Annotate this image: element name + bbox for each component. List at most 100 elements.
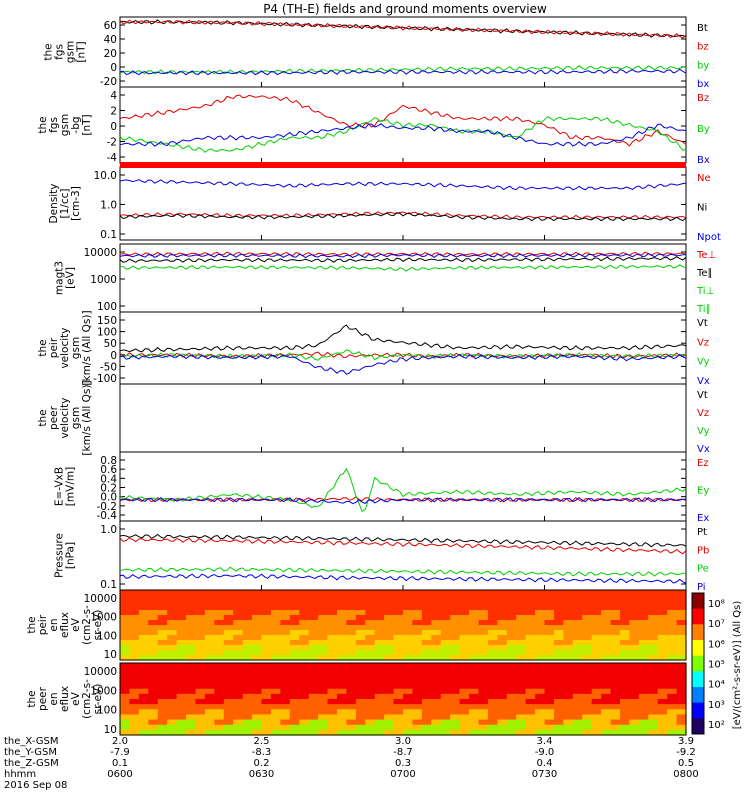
heatmap-cell [233,635,244,641]
heatmap-cell [336,688,347,695]
heatmap-cell [487,625,498,631]
heatmap-cell [516,709,527,716]
heatmap-cell [120,635,131,641]
heatmap-cell [497,635,508,641]
heatmap-cell [412,729,423,736]
heatmap-cell [572,640,583,646]
heatmap-cell [629,645,640,651]
heatmap-cell [393,655,404,661]
heatmap-cell [544,595,555,601]
heatmap-cell [478,663,489,669]
heatmap-cell [544,663,555,669]
heatmap-cell [233,699,244,705]
heatmap-cell [440,600,451,606]
heatmap-cell [223,683,234,690]
heatmap-cell [233,709,244,716]
heatmap-cell [384,615,395,621]
heatmap-cell [516,655,527,661]
y-axis-label: the [37,409,49,426]
heatmap-cell [638,663,649,669]
heatmap-cell [459,678,470,685]
heatmap-cell [138,709,149,716]
heatmap-cell [270,600,281,606]
heatmap-cell [638,699,649,705]
heatmap-cell [393,645,404,651]
heatmap-cell [553,605,564,611]
y-tick-label: 100 [97,327,117,339]
heatmap-cell [412,683,423,690]
heatmap-cell [657,610,668,616]
heatmap-cell [186,693,197,700]
heatmap-cell [619,709,630,716]
heatmap-cell [176,605,187,611]
heatmap-cell [308,719,319,726]
heatmap-cell [355,590,366,596]
heatmap-cell [120,610,131,616]
heatmap-cell [289,605,300,611]
heatmap-cell [431,678,442,685]
heatmap-cell [648,610,659,616]
heatmap-cell [365,709,376,716]
heatmap-cell [497,673,508,680]
heatmap-cell [601,693,612,700]
heatmap-cell [610,704,621,710]
heatmap-cell [355,600,366,606]
heatmap-cell [393,724,404,731]
heatmap-cell [591,709,602,716]
heatmap-cell [421,729,432,736]
heatmap-cell [120,615,131,621]
heatmap-cell [252,595,263,601]
heatmap-cell [195,678,206,685]
series-line-Pt [119,533,687,548]
heatmap-cell [648,635,659,641]
heatmap-cell [676,600,687,606]
heatmap-cell [572,615,583,621]
heatmap-cell [459,704,470,710]
heatmap-cell [469,678,480,685]
heatmap-cell [657,668,668,674]
heatmap-cell [336,655,347,661]
series-line-Bt [119,19,687,38]
heatmap-cell [535,729,546,736]
heatmap-cell [374,620,385,626]
heatmap-cell [629,605,640,611]
heatmap-cell [204,655,215,661]
heatmap-cell [487,719,498,726]
heatmap-cell [459,635,470,641]
heatmap-cell [148,704,159,710]
heatmap-cell [638,683,649,690]
heatmap-cell [384,595,395,601]
heatmap-cell [610,714,621,721]
heatmap-cell [308,693,319,700]
heatmap-cell [421,673,432,680]
heatmap-cell [365,688,376,695]
heatmap-cell [365,645,376,651]
heatmap-cell [336,635,347,641]
heatmap-cell [572,645,583,651]
heatmap-cell [497,630,508,636]
heatmap-cell [214,620,225,626]
heatmap-cell [233,724,244,731]
y-tick-label: 20 [104,48,117,60]
heatmap-cell [610,699,621,705]
heatmap-cell [638,640,649,646]
heatmap-cell [591,693,602,700]
heatmap-cell [252,724,263,731]
x-tick-value: 0.2 [254,758,270,769]
heatmap-cell [374,704,385,710]
heatmap-cell [384,668,395,674]
series-line-By [119,115,687,153]
heatmap-cell [129,693,140,700]
heatmap-cell [176,650,187,656]
heatmap-cell [129,714,140,721]
heatmap-cell [186,640,197,646]
y-axis-label: peir [48,337,60,358]
heatmap-cell [195,650,206,656]
heatmap-cell [469,663,480,669]
heatmap-cell [120,645,131,651]
heatmap-cell [478,709,489,716]
heatmap-cell [299,704,310,710]
heatmap-cell [469,668,480,674]
heatmap-cell [450,714,461,721]
heatmap-cell [450,655,461,661]
